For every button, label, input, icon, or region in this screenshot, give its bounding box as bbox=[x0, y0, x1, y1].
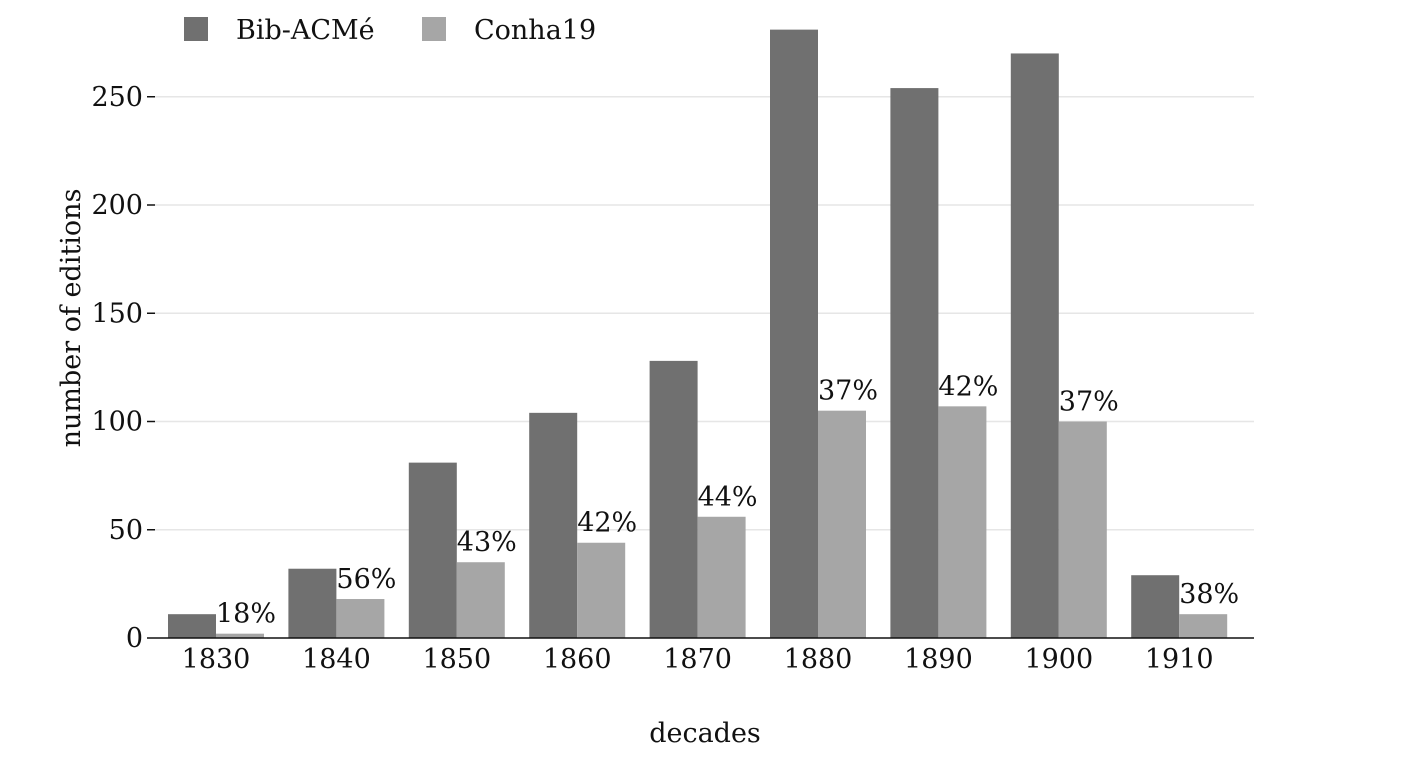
bar-bib-acme-1860 bbox=[529, 412, 578, 638]
legend-label-bib-acme: Bib-ACMé bbox=[236, 15, 375, 46]
bar-conha19-1870 bbox=[697, 516, 746, 638]
bar-conha19-1910 bbox=[1179, 614, 1228, 638]
x-tick-label: 1890 bbox=[904, 644, 973, 675]
data-labels: 18% 56% 43% 42% 44% 37% 42% 37% 38% bbox=[216, 371, 1239, 629]
x-tick-label: 1840 bbox=[302, 644, 371, 675]
y-tick-label: 100 bbox=[91, 407, 143, 438]
data-label-1880: 37% bbox=[818, 376, 878, 407]
legend-swatch-bib-acme bbox=[184, 17, 208, 41]
bar-bib-acme-1850 bbox=[408, 462, 457, 638]
x-tick-label: 1830 bbox=[182, 644, 251, 675]
y-axis-ticks: 0 50 100 150 200 250 bbox=[91, 82, 155, 654]
x-tick-label: 1910 bbox=[1145, 644, 1214, 675]
bar-conha19-1860 bbox=[577, 542, 626, 638]
legend-swatch-conha19 bbox=[422, 17, 446, 41]
y-tick-label: 200 bbox=[91, 190, 143, 221]
bar-bib-acme-1840 bbox=[288, 568, 337, 638]
bar-bib-acme-1900 bbox=[1010, 53, 1059, 638]
data-label-1860: 42% bbox=[577, 508, 637, 539]
bar-conha19-1850 bbox=[456, 562, 505, 638]
data-label-1850: 43% bbox=[457, 527, 517, 558]
bars bbox=[168, 29, 1228, 639]
data-label-1890: 42% bbox=[938, 371, 998, 402]
y-tick-label: 0 bbox=[126, 623, 143, 654]
x-axis-title: decades bbox=[649, 718, 761, 749]
data-label-1910: 38% bbox=[1179, 579, 1239, 610]
legend-label-conha19: Conha19 bbox=[474, 15, 596, 46]
x-tick-label: 1880 bbox=[784, 644, 853, 675]
bar-bib-acme-1830 bbox=[168, 614, 216, 638]
x-tick-label: 1870 bbox=[663, 644, 732, 675]
data-label-1900: 37% bbox=[1059, 387, 1119, 418]
y-tick-label: 50 bbox=[109, 515, 143, 546]
bar-conha19-1880 bbox=[818, 410, 866, 638]
bar-bib-acme-1870 bbox=[649, 360, 698, 638]
x-tick-label: 1900 bbox=[1024, 644, 1093, 675]
data-label-1840: 56% bbox=[336, 564, 396, 595]
data-label-1870: 44% bbox=[698, 482, 758, 513]
bar-bib-acme-1890 bbox=[890, 88, 939, 639]
bar-conha19-1890 bbox=[938, 406, 987, 638]
bar-bib-acme-1880 bbox=[770, 29, 818, 638]
y-tick-label: 150 bbox=[91, 298, 143, 329]
x-axis-ticks: 1830 1840 1850 1860 1870 1880 1890 1900 1910 bbox=[182, 644, 1214, 675]
bar-bib-acme-1910 bbox=[1131, 575, 1180, 638]
x-tick-label: 1860 bbox=[543, 644, 612, 675]
y-tick-label: 250 bbox=[91, 82, 143, 113]
x-tick-label: 1850 bbox=[422, 644, 491, 675]
bar-conha19-1900 bbox=[1058, 421, 1107, 638]
bar-conha19-1840 bbox=[336, 599, 385, 638]
bar-conha19-1830 bbox=[216, 633, 264, 638]
legend: Bib-ACMé Conha19 bbox=[184, 15, 596, 46]
data-label-1830: 18% bbox=[216, 599, 276, 630]
y-axis-title: number of editions bbox=[56, 189, 87, 448]
